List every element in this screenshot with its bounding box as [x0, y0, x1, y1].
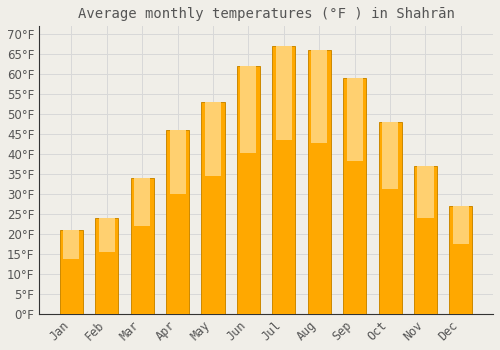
Bar — [453, 206, 469, 244]
Bar — [418, 166, 434, 218]
Bar — [205, 102, 221, 176]
Title: Average monthly temperatures (°F ) in Shahrān: Average monthly temperatures (°F ) in Sh… — [78, 7, 454, 21]
Bar — [311, 50, 328, 142]
Bar — [308, 50, 331, 314]
Bar — [98, 218, 115, 252]
Bar — [64, 230, 80, 259]
Bar — [95, 218, 118, 314]
Bar — [240, 66, 256, 153]
Bar — [60, 230, 83, 314]
Bar — [170, 130, 186, 195]
Bar — [378, 122, 402, 314]
Bar — [414, 166, 437, 314]
Bar — [166, 130, 189, 314]
Bar — [130, 178, 154, 314]
Bar — [276, 46, 292, 140]
Bar — [272, 46, 295, 314]
Bar — [382, 122, 398, 189]
Bar — [343, 78, 366, 314]
Bar — [237, 66, 260, 314]
Bar — [346, 78, 362, 161]
Bar — [450, 206, 472, 314]
Bar — [202, 102, 224, 314]
Bar — [134, 178, 150, 226]
